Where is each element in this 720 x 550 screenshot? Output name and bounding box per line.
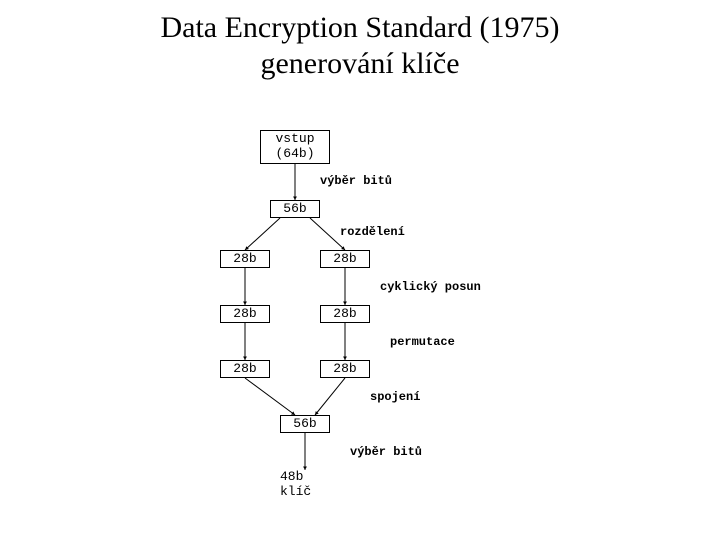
title-line1: Data Encryption Standard (1975): [160, 11, 559, 44]
node-28b-left-1: 28b: [220, 250, 270, 268]
node-28b-right-3: 28b: [320, 360, 370, 378]
diagram-edges: [180, 130, 540, 530]
node-28b-right-1: 28b: [320, 250, 370, 268]
label-vyber-bitu-2: výběr bitů: [350, 445, 422, 459]
label-permutace: permutace: [390, 335, 455, 349]
des-key-diagram: vstup (64b) 56b 28b 28b 28b 28b 28b 28b …: [180, 130, 540, 530]
node-28b-left-2: 28b: [220, 305, 270, 323]
label-rozdeleni: rozdělení: [340, 225, 405, 239]
label-cyklicky-posun: cyklický posun: [380, 280, 481, 294]
label-vyber-bitu-1: výběr bitů: [320, 174, 392, 188]
node-28b-right-2: 28b: [320, 305, 370, 323]
label-spojeni: spojení: [370, 390, 420, 404]
node-output: 48b klíč: [280, 470, 330, 504]
title-line2: generování klíče: [260, 47, 459, 80]
node-56b-top: 56b: [270, 200, 320, 218]
node-28b-left-3: 28b: [220, 360, 270, 378]
node-56b-bottom: 56b: [280, 415, 330, 433]
node-input: vstup (64b): [260, 130, 330, 164]
